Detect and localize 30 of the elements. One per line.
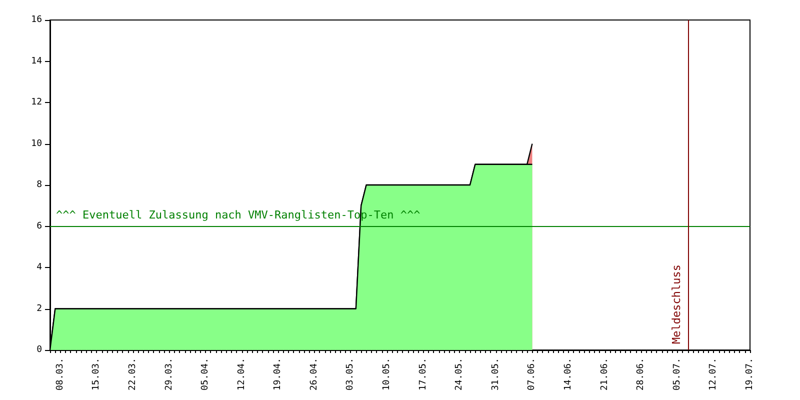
x-tick-label: 26.04. [309,358,320,391]
x-tick-label: 28.06. [636,358,646,391]
y-tick-label: 16 [31,15,42,25]
y-tick-label: 4 [36,262,42,272]
ref-line-label: Meldeschluss [670,264,683,344]
x-tick-label: 14.06. [564,358,574,391]
x-tick-label: 12.07. [708,358,719,391]
x-tick-label: 05.07. [672,358,682,391]
x-tick-label: 12.04. [236,358,247,391]
y-tick-label: 14 [31,56,42,66]
y-tick-label: 2 [36,304,42,314]
x-tick-label: 07.06. [527,358,538,391]
y-tick-label: 6 [36,221,42,232]
x-tick-label: 03.05. [346,358,356,391]
x-tick-label: 31.05. [490,358,501,391]
x-tick-label: 22.03. [128,358,138,391]
x-tick-label: 17.05. [418,358,428,391]
x-tick-label: 24.05. [454,358,465,391]
y-tick-label: 0 [36,345,42,355]
x-tick-label: 19.07. [745,358,755,391]
x-tick-label: 21.06. [600,358,610,391]
x-tick-label: 19.04. [273,358,284,391]
x-tick-label: 10.05. [382,358,392,391]
x-tick-label: 05.04. [200,358,211,391]
y-tick-label: 10 [31,138,42,149]
x-tick-label: 08.03. [55,358,66,391]
x-tick-label: 15.03. [92,358,102,391]
x-tick-label: 29.03. [164,358,174,391]
y-tick-label: 12 [31,98,42,108]
y-tick-label: 8 [36,180,42,190]
